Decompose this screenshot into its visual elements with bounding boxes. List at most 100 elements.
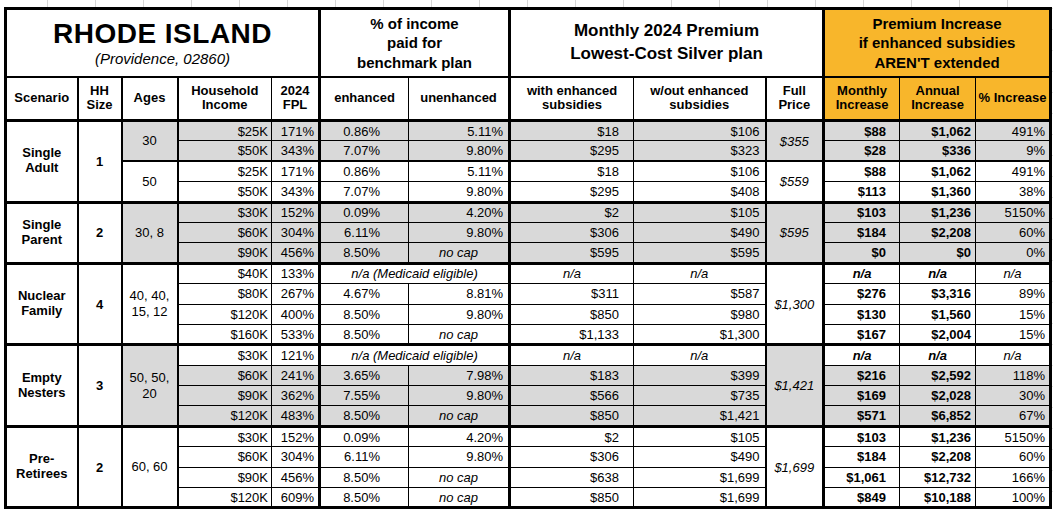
enhanced-pct-cell: 0.86%	[320, 121, 409, 141]
group-header-line: Premium Increase	[825, 14, 1049, 34]
enhanced-pct-cell: 6.11%	[320, 222, 409, 242]
monthly-increase-cell: $103	[824, 426, 900, 446]
col-header-hh-size: HH Size	[78, 77, 122, 121]
pct-increase-cell: 15%	[976, 324, 1051, 344]
fpl-cell: 152%	[272, 202, 320, 222]
income-cell: $30K	[178, 202, 272, 222]
pct-increase-cell: 118%	[976, 365, 1051, 385]
col-header-scenario: Scenario	[6, 77, 78, 121]
table-row: Nuclear Family440, 40, 15, 12$40K133%n/a…	[6, 263, 1051, 283]
hh-size-cell: 2	[78, 426, 122, 508]
monthly-increase-cell: $571	[824, 406, 900, 426]
full-price-cell: $1,699	[766, 426, 824, 508]
income-cell: $90K	[178, 243, 272, 263]
income-cell: $160K	[178, 324, 272, 344]
enhanced-pct-cell: 3.65%	[320, 365, 409, 385]
table-row: Empty Nesters350, 50, 20$30K121%n/a (Med…	[6, 345, 1051, 365]
unenhanced-pct-cell: 9.80%	[409, 141, 510, 161]
col-header-2024-fpl: 2024 FPL	[272, 77, 320, 121]
unenhanced-pct-cell: no cap	[409, 488, 510, 508]
unenhanced-pct-cell: 5.11%	[409, 121, 510, 141]
hh-size-cell: 3	[78, 345, 122, 427]
unenhanced-pct-cell: 4.20%	[409, 202, 510, 222]
premium-without-subsidies-cell: $980	[634, 304, 766, 324]
pct-increase-cell: n/a	[976, 263, 1051, 283]
income-cell: $50K	[178, 141, 272, 161]
group-header-line: benchmark plan	[321, 53, 508, 73]
annual-increase-cell: $1,236	[900, 202, 976, 222]
unenhanced-pct-cell: no cap	[409, 243, 510, 263]
enhanced-pct-cell: 7.07%	[320, 182, 409, 202]
unenhanced-pct-cell: 9.80%	[409, 304, 510, 324]
annual-increase-cell: $12,732	[900, 467, 976, 487]
annual-increase-cell: $1,360	[900, 182, 976, 202]
income-cell: $90K	[178, 467, 272, 487]
fpl-cell: 483%	[272, 406, 320, 426]
monthly-increase-cell: $130	[824, 304, 900, 324]
premium-without-subsidies-cell: $105	[634, 202, 766, 222]
fpl-cell: 133%	[272, 263, 320, 283]
unenhanced-pct-cell: no cap	[409, 324, 510, 344]
pct-increase-cell: 67%	[976, 406, 1051, 426]
unenhanced-pct-cell: 9.80%	[409, 182, 510, 202]
premium-with-subsidies-cell: $638	[510, 467, 634, 487]
monthly-increase-cell: $88	[824, 121, 900, 141]
pct-increase-cell: 0%	[976, 243, 1051, 263]
ages-cell: 30, 8	[122, 202, 178, 263]
premium-without-subsidies-cell: $595	[634, 243, 766, 263]
full-price-cell: $595	[766, 202, 824, 263]
premium-with-subsidies-cell: n/a	[510, 263, 634, 283]
table-body: Single Adult130$25K171%0.86%5.11%$18$106…	[6, 121, 1051, 508]
scenario-cell: Pre-Retirees	[6, 426, 78, 508]
premium-without-subsidies-cell: $399	[634, 365, 766, 385]
enhanced-pct-cell: 0.09%	[320, 202, 409, 222]
premium-with-subsidies-cell: $850	[510, 304, 634, 324]
fpl-cell: 362%	[272, 386, 320, 406]
premium-with-subsidies-cell: $18	[510, 161, 634, 181]
col-header-full-price: Full Price	[766, 77, 824, 121]
premium-with-subsidies-cell: $18	[510, 121, 634, 141]
unenhanced-pct-cell: no cap	[409, 406, 510, 426]
fpl-cell: 171%	[272, 161, 320, 181]
fpl-cell: 152%	[272, 426, 320, 446]
pct-increase-cell: 166%	[976, 467, 1051, 487]
annual-increase-cell: $2,592	[900, 365, 976, 385]
annual-increase-cell: $2,028	[900, 386, 976, 406]
premium-without-subsidies-cell: $106	[634, 121, 766, 141]
scenario-cell: Empty Nesters	[6, 345, 78, 427]
group-header-line: paid for	[321, 33, 508, 53]
page-title: RHODE ISLAND	[7, 19, 318, 48]
annual-increase-cell: $1,062	[900, 161, 976, 181]
hh-size-cell: 4	[78, 263, 122, 345]
fpl-cell: 304%	[272, 447, 320, 467]
annual-increase-cell: $336	[900, 141, 976, 161]
premium-with-subsidies-cell: $295	[510, 141, 634, 161]
premium-with-subsidies-cell: $306	[510, 447, 634, 467]
table-row: Single Parent230, 8$30K152%0.09%4.20%$2$…	[6, 202, 1051, 222]
annual-increase-cell: $1,560	[900, 304, 976, 324]
fpl-cell: 241%	[272, 365, 320, 385]
enhanced-pct-cell: 0.09%	[320, 426, 409, 446]
pct-increase-cell: 5150%	[976, 202, 1051, 222]
enhanced-pct-cell: 6.11%	[320, 447, 409, 467]
fpl-cell: 343%	[272, 141, 320, 161]
premium-with-subsidies-cell: $2	[510, 202, 634, 222]
annual-increase-cell: $3,316	[900, 284, 976, 304]
premium-with-subsidies-cell: $295	[510, 182, 634, 202]
group-header-monthly-premium: Monthly 2024 Premium Lowest-Cost Silver …	[510, 9, 824, 77]
table-row: RHODE ISLAND (Providence, 02860) % of in…	[6, 9, 1051, 77]
pct-increase-cell: 60%	[976, 447, 1051, 467]
unenhanced-pct-cell: 5.11%	[409, 161, 510, 181]
fpl-cell: 533%	[272, 324, 320, 344]
unenhanced-pct-cell: 7.98%	[409, 365, 510, 385]
fpl-cell: 456%	[272, 243, 320, 263]
annual-increase-cell: $6,852	[900, 406, 976, 426]
fpl-cell: 456%	[272, 467, 320, 487]
pct-increase-cell: n/a	[976, 345, 1051, 365]
income-cell: $25K	[178, 121, 272, 141]
pct-increase-cell: 30%	[976, 386, 1051, 406]
premium-without-subsidies-cell: n/a	[634, 263, 766, 283]
monthly-increase-cell: $184	[824, 222, 900, 242]
premium-without-subsidies-cell: $490	[634, 222, 766, 242]
group-header-line: Lowest-Cost Silver plan	[511, 43, 822, 66]
